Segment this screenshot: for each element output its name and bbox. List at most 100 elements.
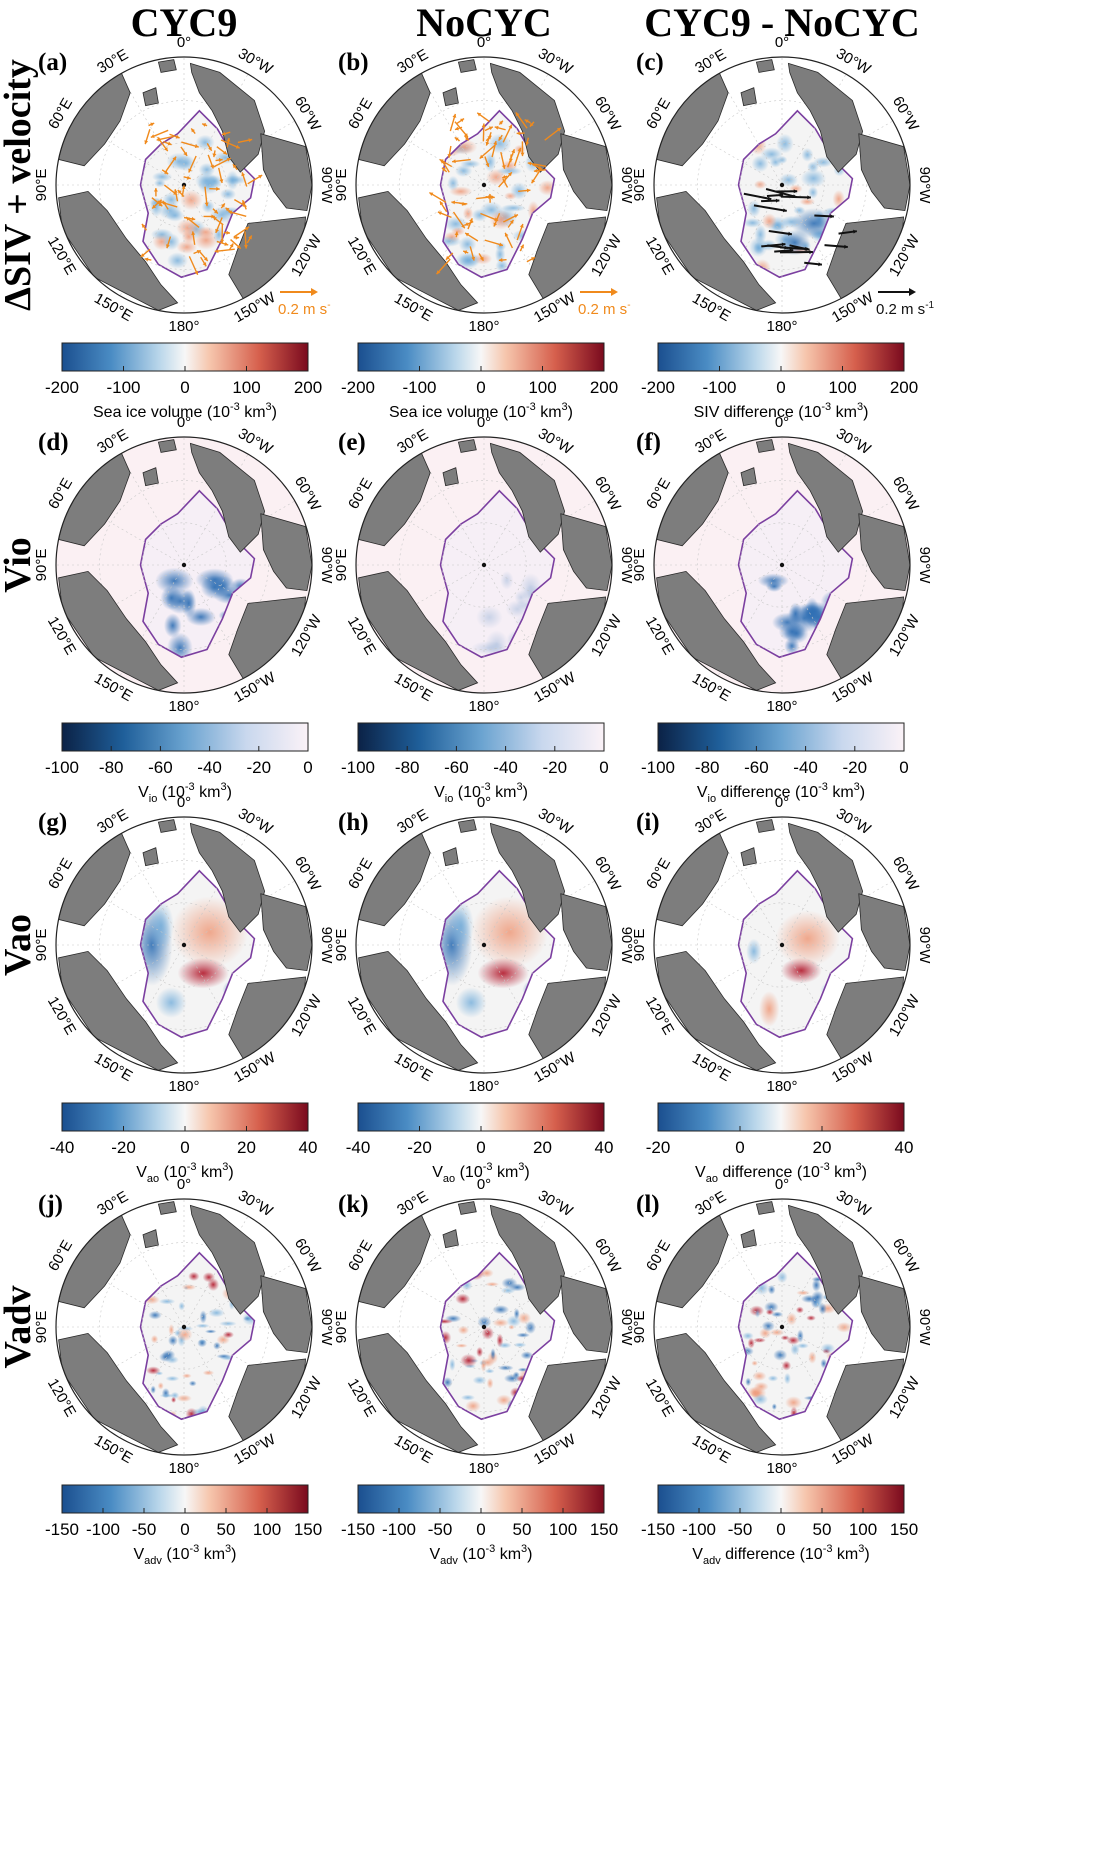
land-mass [358,1332,479,1453]
velocity-arrowhead [520,244,524,249]
land-mass [656,950,777,1071]
velocity-arrowhead [767,196,772,201]
field-blob [480,1358,487,1373]
map-area [56,1199,312,1455]
map-border [55,436,313,694]
velocity-arrowhead [202,262,207,267]
field-blob [500,204,526,212]
colorbar-label-sup: -3 [485,1543,495,1555]
colorbar-tick-label: -100 [45,758,79,777]
velocity-arrowhead [818,262,822,267]
velocity-arrow [824,244,848,248]
colorbar: -100 -80 -60 -40 -20 0 Vio (10-3 km3) [341,722,609,805]
colorbar-tick-label: 50 [813,1520,832,1539]
colorbar-label-sup: -3 [820,1161,830,1173]
colorbar: -20 0 20 40 Vao difference (10-3 km3) [646,1102,913,1185]
field-blob [204,1329,217,1334]
colorbar-label-sub: adv [440,1555,458,1567]
velocity-arrowhead [226,137,231,142]
velocity-arrowhead [216,186,220,191]
velocity-arrowhead [194,144,199,149]
colorbar-tick-label: 0 [476,378,485,397]
colorbar-label-text: km [830,1164,856,1181]
latitude-circle [739,1284,825,1370]
colorbar-tick-label: 40 [595,1138,614,1157]
land-mass [457,439,477,453]
field-blob [185,607,216,627]
field-blob [460,1394,476,1401]
velocity-arrowhead [194,270,199,275]
velocity-arrowhead [464,133,468,138]
colorbar-tick-label: -80 [395,758,420,777]
longitude-label: 90°W [916,547,933,585]
colorbar-label-text: ) [524,1164,529,1181]
field-blob [476,1346,484,1358]
field-blob [195,226,216,238]
velocity-arrowhead [219,179,224,183]
velocity-arrowhead [789,248,794,253]
longitude-label: 180° [468,698,499,715]
field-blob [761,1320,775,1332]
colorbar-label-text: km [199,1546,225,1563]
velocity-arrowhead [454,231,459,236]
colorbar-label: Vadv (10-3 km3) [133,1543,236,1567]
field-blob [155,987,187,1018]
velocity-arrowhead [527,161,532,166]
field-blob [155,567,194,595]
field-blob [199,1310,207,1324]
longitude-label: 90°E [33,1311,50,1344]
velocity-arrowhead [452,113,457,118]
velocity-arrowhead [181,185,186,190]
velocity-arrowhead [439,159,444,163]
land-layer [656,439,910,691]
colorbar-label-sup: -3 [481,781,491,793]
colorbar-label-text: ) [272,404,277,421]
field-blob [754,1308,761,1318]
field-blob [752,1371,767,1381]
longitude-line [717,453,783,566]
longitude-label: 90°E [631,169,648,202]
velocity-arrowhead [513,214,518,218]
pole-dot [481,1324,487,1330]
reference-arrow: 0.2 m s-1 [876,288,935,318]
velocity-arrowhead [141,223,146,228]
colorbar-label: Vio difference (10-3 km3) [697,781,865,805]
field-blob [747,1337,755,1349]
ice-edge-contour [139,109,256,279]
field-blob [163,613,182,638]
colorbar-label-sup: -3 [818,781,828,793]
field-blob [197,1338,208,1348]
colorbar-label: Vao (10-3 km3) [432,1161,530,1185]
ice-edge-contour [737,109,854,279]
colorbar-tick-label: 100 [253,1520,281,1539]
field-blob [484,1368,495,1374]
longitude-label: 90°W [916,1309,933,1347]
field-blob [784,1396,803,1410]
panel-tag: (l) [636,1191,660,1218]
panel-tag: (e) [338,429,366,456]
land-mass [858,1275,910,1354]
colorbar: -40 -20 0 20 40 Vao (10-3 km3) [346,1102,614,1185]
field-blob [761,213,777,229]
colorbar-tick-label: -20 [111,1138,136,1157]
land-mass [740,847,757,867]
velocity-arrowhead [210,164,214,169]
longitude-label: 180° [168,1078,199,1095]
field-blob [150,1334,159,1344]
colorbar-tick-label: -100 [402,378,436,397]
land-mass [142,87,159,107]
land-layer [58,1201,312,1453]
field-blob [477,957,529,989]
column-title: CYC9 [131,0,238,45]
longitude-line [483,1262,596,1328]
field-blob [460,1353,478,1368]
velocity-arrowhead [830,214,834,219]
colorbar-label-sup: 3 [225,1543,231,1555]
map-panel: 0.2 m s-10°30°W60°W90°W120°W150°W180°150… [631,34,935,335]
colorbar-tick-label: -50 [428,1520,453,1539]
reference-arrowhead [909,288,916,296]
field-blob [750,1390,761,1398]
velocity-arrowhead [437,211,442,216]
field-blob [742,1332,754,1340]
